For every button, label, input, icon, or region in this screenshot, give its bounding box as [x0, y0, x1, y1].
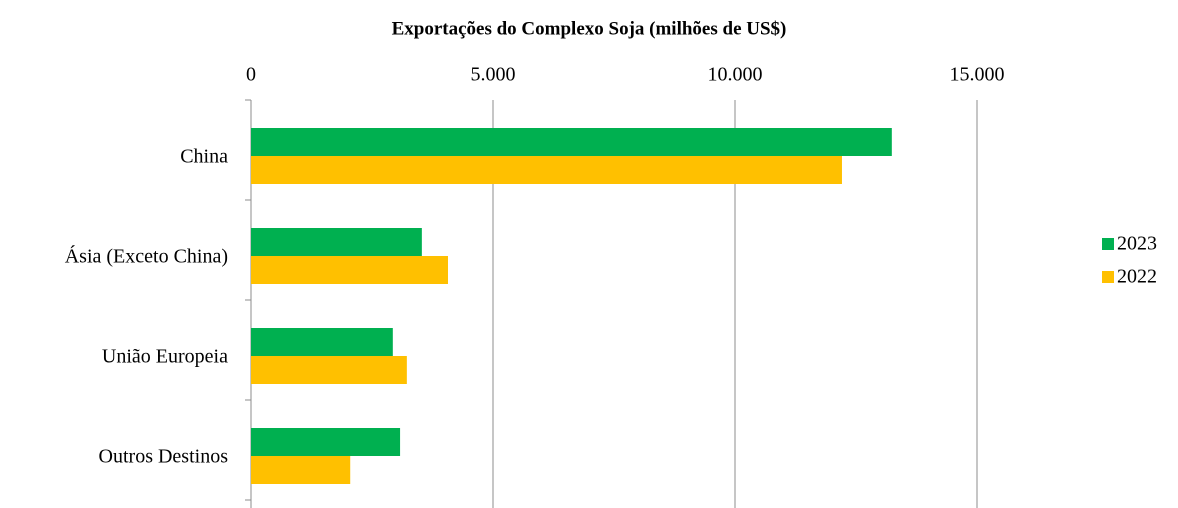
x-tick-label: 10.000 [708, 64, 763, 86]
bar [251, 328, 393, 356]
bar [251, 228, 422, 256]
legend-label: 2023 [1117, 233, 1157, 255]
x-tick-label: 5.000 [471, 64, 516, 86]
bar [251, 456, 351, 484]
chart-title: Exportações do Complexo Soja (milhões de… [392, 18, 787, 39]
bar [251, 156, 842, 184]
legend-swatch [1102, 271, 1114, 283]
x-tick-label: 15.000 [950, 64, 1005, 86]
legend-swatch [1102, 238, 1114, 250]
y-tick-label: União Europeia [102, 346, 228, 368]
y-tick-label: China [180, 146, 228, 168]
legend-label: 2022 [1117, 266, 1157, 288]
y-tick-label: Outros Destinos [99, 446, 229, 468]
x-tick-label: 0 [246, 64, 256, 86]
bar [251, 128, 892, 156]
bar [251, 256, 448, 284]
bar [251, 428, 401, 456]
y-tick-label: Ásia (Exceto China) [65, 245, 228, 268]
bar [251, 356, 407, 384]
